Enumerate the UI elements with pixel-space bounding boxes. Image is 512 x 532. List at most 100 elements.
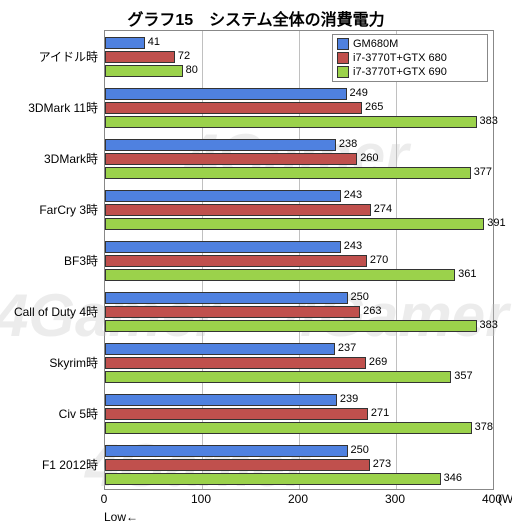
category-label: Call of Duty 4時: [2, 303, 98, 320]
category-label: 3DMark 11時: [2, 99, 98, 116]
bar: 237: [105, 343, 493, 355]
x-tick-label: 100: [191, 492, 211, 506]
bar-fill: [105, 51, 175, 63]
x-axis-unit: (W): [498, 492, 512, 506]
bar-value-label: 391: [487, 217, 505, 229]
bar-value-label: 72: [178, 50, 190, 62]
x-tick-label: 200: [288, 492, 308, 506]
bar: 361: [105, 269, 493, 281]
bar: 383: [105, 320, 493, 332]
bar-fill: [105, 320, 477, 332]
legend: GM680Mi7-3770T+GTX 680i7-3770T+GTX 690: [332, 34, 488, 82]
bar-value-label: 80: [186, 64, 198, 76]
bar-value-label: 265: [365, 101, 383, 113]
bar: 263: [105, 306, 493, 318]
bar-value-label: 377: [474, 166, 492, 178]
category-label: 3DMark時: [2, 150, 98, 167]
bar: 377: [105, 167, 493, 179]
bar: 274: [105, 204, 493, 216]
bar-fill: [105, 422, 472, 434]
bar: 250: [105, 445, 493, 457]
bar-fill: [105, 269, 455, 281]
bar-value-label: 383: [480, 319, 498, 331]
bar: 243: [105, 241, 493, 253]
bar-fill: [105, 116, 477, 128]
bar-fill: [105, 306, 360, 318]
bar: 239: [105, 394, 493, 406]
bar-fill: [105, 153, 357, 165]
category-label: Skyrim時: [2, 354, 98, 371]
bar-value-label: 243: [344, 240, 362, 252]
bar-fill: [105, 167, 471, 179]
bar-value-label: 383: [480, 115, 498, 127]
bar-fill: [105, 459, 370, 471]
bar-value-label: 250: [351, 444, 369, 456]
bar-value-label: 274: [374, 203, 392, 215]
bar-fill: [105, 343, 335, 355]
bar: 273: [105, 459, 493, 471]
bar-value-label: 237: [338, 342, 356, 354]
bar-value-label: 271: [371, 407, 389, 419]
bar-fill: [105, 357, 366, 369]
bar-value-label: 270: [370, 254, 388, 266]
bar-fill: [105, 190, 341, 202]
bar-value-label: 41: [148, 36, 160, 48]
bar: 346: [105, 473, 493, 485]
plot-area: 4Gamer 4Gamer 4Gamer 4Gamer 417280249265…: [104, 30, 494, 490]
legend-item: GM680M: [337, 37, 483, 51]
bar: 378: [105, 422, 493, 434]
bar: 265: [105, 102, 493, 114]
bar-value-label: 378: [475, 421, 493, 433]
bar: 269: [105, 357, 493, 369]
bar-value-label: 346: [444, 472, 462, 484]
x-tick-label: 300: [385, 492, 405, 506]
bar: 383: [105, 116, 493, 128]
bar: 260: [105, 153, 493, 165]
bar-fill: [105, 445, 348, 457]
legend-label: GM680M: [353, 37, 398, 51]
bar: 391: [105, 218, 493, 230]
bar-fill: [105, 292, 348, 304]
bar-fill: [105, 408, 368, 420]
category-label: FarCry 3時: [2, 201, 98, 218]
category-label: Civ 5時: [2, 405, 98, 422]
bar-fill: [105, 218, 484, 230]
bar-fill: [105, 394, 337, 406]
bar-value-label: 243: [344, 189, 362, 201]
legend-label: i7-3770T+GTX 690: [353, 65, 447, 79]
category-label: BF3時: [2, 252, 98, 269]
legend-item: i7-3770T+GTX 680: [337, 51, 483, 65]
bar-fill: [105, 139, 336, 151]
bar: 249: [105, 88, 493, 100]
bar-fill: [105, 37, 145, 49]
legend-label: i7-3770T+GTX 680: [353, 51, 447, 65]
bar-value-label: 239: [340, 393, 358, 405]
bar: 357: [105, 371, 493, 383]
bar-value-label: 250: [351, 291, 369, 303]
bar-fill: [105, 88, 347, 100]
chart-title: グラフ15 システム全体の消費電力: [0, 0, 512, 34]
bar-value-label: 238: [339, 138, 357, 150]
bar: 250: [105, 292, 493, 304]
chart-container: グラフ15 システム全体の消費電力 4Gamer 4Gamer 4Gamer 4…: [0, 0, 512, 532]
bar-value-label: 249: [350, 87, 368, 99]
bar-fill: [105, 241, 341, 253]
category-label: アイドル時: [2, 48, 98, 65]
bar-fill: [105, 65, 183, 77]
category-label: F1 2012時: [2, 456, 98, 473]
bar-value-label: 361: [458, 268, 476, 280]
bar-value-label: 357: [454, 370, 472, 382]
bar: 238: [105, 139, 493, 151]
x-axis-sublabel: Low←: [104, 510, 138, 524]
bar-fill: [105, 204, 371, 216]
bar-value-label: 269: [369, 356, 387, 368]
bar-value-label: 263: [363, 305, 381, 317]
bar: 271: [105, 408, 493, 420]
legend-swatch: [337, 66, 349, 78]
legend-item: i7-3770T+GTX 690: [337, 65, 483, 79]
bar-fill: [105, 255, 367, 267]
bar-fill: [105, 371, 451, 383]
bar-fill: [105, 473, 441, 485]
bar-value-label: 260: [360, 152, 378, 164]
legend-swatch: [337, 38, 349, 50]
